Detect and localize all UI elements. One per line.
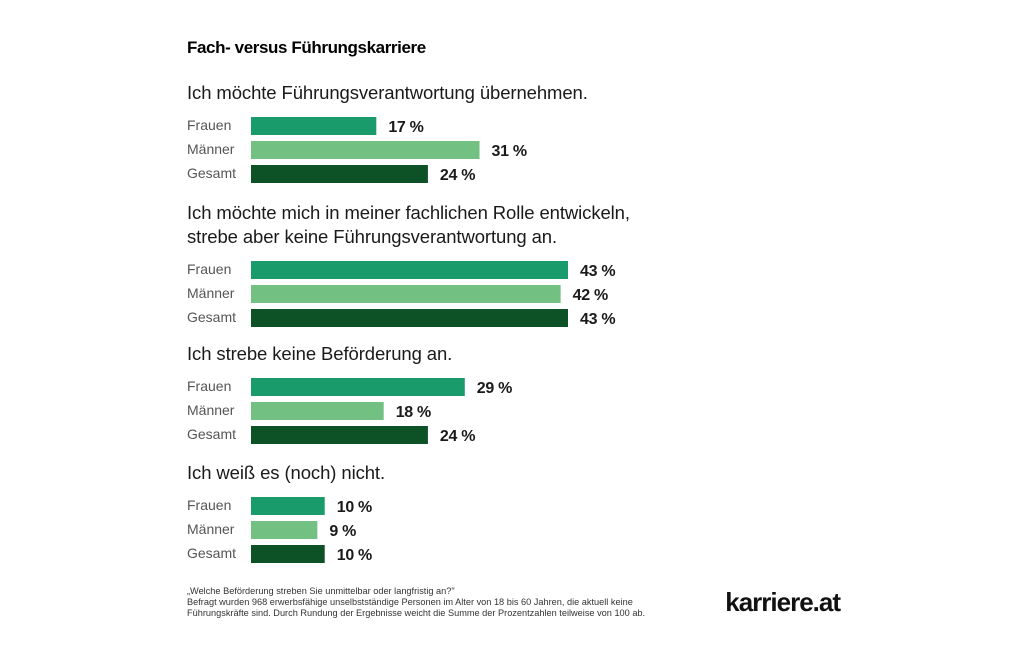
question-title: Ich strebe keine Beförderung an. (187, 343, 452, 364)
series-label: Männer (187, 285, 235, 301)
series-label: Männer (187, 402, 235, 418)
value-label: 17 % (388, 119, 423, 136)
value-label: 24 % (440, 167, 475, 184)
value-label: 43 % (580, 263, 615, 280)
question-title: Ich weiß es (noch) nicht. (187, 462, 385, 483)
bar (251, 426, 428, 444)
series-label: Frauen (187, 117, 231, 133)
series-label: Gesamt (187, 309, 236, 325)
footnote-line: Befragt wurden 968 erwerbsfähige unselbs… (187, 597, 633, 607)
value-label: 10 % (337, 499, 372, 516)
question-title: strebe aber keine Führungsverantwortung … (187, 226, 557, 247)
bar (251, 165, 428, 183)
bar (251, 261, 568, 279)
bar (251, 285, 561, 303)
bar (251, 141, 480, 159)
series-label: Männer (187, 521, 235, 537)
series-label: Gesamt (187, 426, 236, 442)
brand-logo: karriere.at (725, 587, 841, 617)
bar (251, 117, 377, 135)
value-label: 10 % (337, 547, 372, 564)
value-label: 42 % (573, 287, 608, 304)
footnote-line: „Welche Beförderung streben Sie unmittel… (187, 586, 455, 596)
bar (251, 378, 465, 396)
question-group: Ich strebe keine Beförderung an. Frauen 29… (187, 343, 512, 445)
value-label: 29 % (477, 380, 512, 397)
value-label: 9 % (329, 523, 356, 540)
footnote-line: Führungskräfte sind. Durch Rundung der E… (187, 608, 645, 618)
value-label: 31 % (492, 143, 527, 160)
bar (251, 402, 384, 420)
bar (251, 545, 325, 563)
bar (251, 309, 568, 327)
bar (251, 521, 318, 539)
series-label: Frauen (187, 378, 231, 394)
footnote: „Welche Beförderung streben Sie unmittel… (187, 586, 645, 618)
series-label: Frauen (187, 497, 231, 513)
series-label: Gesamt (187, 165, 236, 181)
bar-groups: Ich möchte Führungsverantwortung überneh… (187, 82, 630, 564)
series-label: Frauen (187, 261, 231, 277)
question-title: Ich möchte Führungsverantwortung überneh… (187, 82, 588, 103)
bar (251, 497, 325, 515)
question-title: Ich möchte mich in meiner fachlichen Rol… (187, 202, 630, 223)
question-group: Ich möchte Führungsverantwortung überneh… (187, 82, 588, 184)
series-label: Gesamt (187, 545, 236, 561)
question-group: Ich möchte mich in meiner fachlichen Rol… (187, 202, 630, 328)
value-label: 24 % (440, 428, 475, 445)
chart-title: Fach- versus Führungskarriere (187, 38, 426, 57)
value-label: 18 % (396, 404, 431, 421)
question-group: Ich weiß es (noch) nicht. Frauen 10 % Männe… (187, 462, 385, 564)
series-label: Männer (187, 141, 235, 157)
value-label: 43 % (580, 311, 615, 328)
